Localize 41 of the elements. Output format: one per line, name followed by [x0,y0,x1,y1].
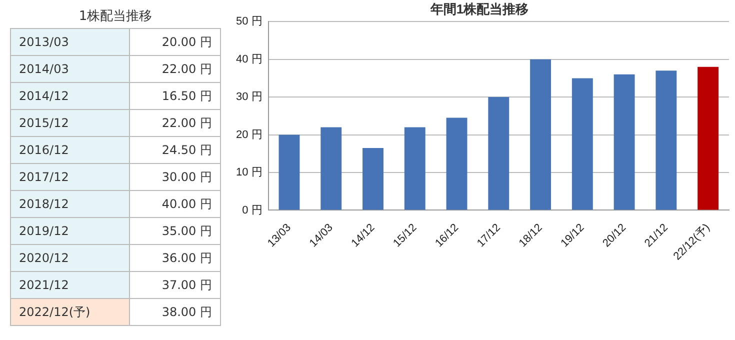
text: 1株配当推移 [78,8,154,26]
text: 35.00 円 [162,224,212,238]
bar [320,127,342,210]
text: 22.00 円 [162,62,212,76]
category-label: 2020/12 [10,244,130,272]
bar [614,74,635,210]
bar [488,97,510,210]
y-tick-label: 0 円 [242,204,262,216]
bar [362,148,384,210]
chart-title: 年間1株配当推移 [429,1,529,16]
text: 30.00 円 [162,170,212,184]
category-label: 2013/03 [10,28,130,56]
text: 37.00 円 [162,278,212,292]
text: 16.50 円 [162,88,212,102]
category-label: 2018/12 [10,190,130,218]
text: 22.00 円 [162,116,212,130]
y-tick-label: 50 円 [236,16,262,28]
bar [404,127,426,210]
category-label: 2016/12 [10,136,130,164]
text: 20.00 円 [162,34,212,48]
category-label: 2017/12 [10,164,130,190]
y-tick-label: 20 円 [236,128,262,141]
bar [446,118,468,210]
category-label: 2014/12 [10,82,130,110]
category-label: 2019/12 [10,218,130,244]
y-tick-label: 10 円 [236,166,262,179]
y-tick-label: 30 円 [236,91,262,104]
bar [278,134,300,210]
category-label: 2015/12 [10,110,130,136]
text: 24.50 円 [162,142,212,156]
bar [656,70,677,210]
text: 36.00 円 [162,250,212,264]
bar [572,78,593,210]
category-label: 2021/12 [10,272,130,298]
bar [530,59,551,210]
text: 38.00 円 [162,304,212,318]
bar [698,66,719,210]
y-tick-label: 40 円 [236,53,262,66]
text: 40.00 円 [162,196,212,210]
category-label: 2014/03 [10,56,130,82]
category-label: 2022/12(予) [10,298,130,326]
